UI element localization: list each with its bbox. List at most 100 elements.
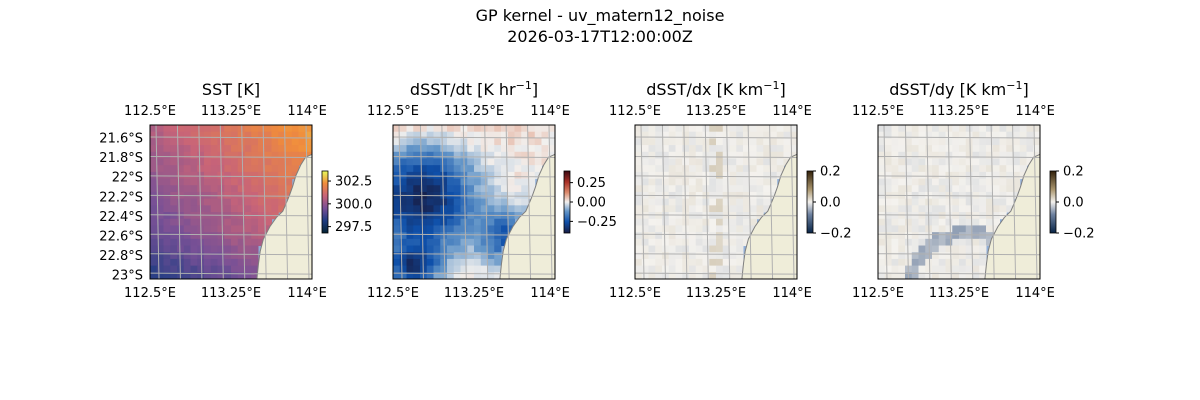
- heatmap-cell: [635, 131, 643, 139]
- heatmap-cell: [918, 238, 926, 247]
- heatmap-cell: [204, 165, 212, 173]
- heatmap-cell: [291, 158, 299, 166]
- heatmap-cell: [150, 151, 158, 159]
- heatmap-cell: [244, 158, 252, 166]
- heatmap-cell: [156, 212, 164, 220]
- heatmap-cell: [662, 158, 670, 166]
- heatmap-cell: [406, 232, 414, 240]
- heatmap-cell: [716, 272, 724, 279]
- heatmap-cell: [932, 238, 940, 247]
- heatmap-cell: [217, 232, 225, 240]
- heatmap-cell: [662, 232, 670, 240]
- heatmap-cell: [156, 245, 164, 253]
- heatmap-cell: [507, 165, 515, 173]
- heatmap-cell: [878, 258, 886, 267]
- heatmap-cell: [938, 205, 946, 213]
- heatmap-cell: [447, 131, 455, 139]
- heatmap-cell: [210, 265, 218, 273]
- heatmap-cell: [891, 225, 899, 233]
- heatmap-cell: [474, 138, 482, 146]
- heatmap-cell: [722, 171, 730, 180]
- heatmap-cell: [675, 245, 683, 253]
- heatmap-cell: [210, 178, 218, 186]
- heatmap-cell: [413, 185, 421, 193]
- heatmap-cell: [959, 151, 967, 159]
- heatmap-cell: [898, 171, 906, 180]
- heatmap-cell: [413, 212, 421, 220]
- heatmap-cell: [258, 205, 266, 213]
- heatmap-cell: [992, 185, 1000, 193]
- heatmap-cell: [891, 138, 899, 146]
- heatmap-cell: [662, 245, 670, 253]
- heatmap-cell: [918, 131, 926, 139]
- heatmap-cell: [952, 158, 960, 166]
- heatmap-cell: [467, 245, 475, 253]
- heatmap-cell: [756, 138, 764, 146]
- heatmap-cell: [426, 165, 434, 173]
- heatmap-cell: [722, 258, 730, 267]
- grid-line-parallel: [150, 272, 312, 275]
- heatmap-cell: [406, 131, 414, 139]
- grid-line-parallel: [150, 136, 312, 139]
- heatmap-cell: [190, 125, 198, 133]
- heatmap-cell: [918, 272, 926, 279]
- heatmap-cell: [514, 178, 522, 186]
- heatmap-cell: [393, 165, 401, 173]
- x-tick-label-bottom: 113.25°E: [444, 286, 504, 301]
- heatmap-cell: [278, 198, 286, 206]
- heatmap-cell: [898, 151, 906, 159]
- heatmap-cell: [406, 185, 414, 193]
- heatmap-cell: [729, 165, 737, 173]
- heatmap-cell: [426, 145, 434, 153]
- heatmap-cell: [278, 158, 286, 166]
- heatmap-cell: [474, 198, 482, 206]
- heatmap-cell: [662, 151, 670, 159]
- heatmap-cell: [722, 252, 730, 260]
- grid-line-parallel: [150, 233, 312, 236]
- heatmap-cell: [702, 238, 710, 247]
- heatmap-cell: [426, 265, 434, 273]
- map-frame: [392, 124, 556, 280]
- heatmap-cell: [237, 178, 245, 186]
- heatmap-cell: [702, 125, 710, 133]
- heatmap-cell: [682, 272, 690, 279]
- heatmap-cell: [689, 125, 697, 133]
- heatmap-cell: [514, 191, 522, 200]
- heatmap-cell: [393, 185, 401, 193]
- heatmap-cell: [190, 258, 198, 267]
- x-tick-label-top: 112.5°E: [852, 104, 904, 119]
- heatmap-cell: [959, 145, 967, 153]
- heatmap-cell: [521, 138, 529, 146]
- heatmap-cell: [952, 272, 960, 279]
- heatmap-cell: [237, 272, 245, 279]
- heatmap-cell: [413, 178, 421, 186]
- heatmap-cell: [689, 258, 697, 267]
- heatmap-cell: [150, 145, 158, 153]
- heatmap-cell: [884, 258, 892, 267]
- heatmap-cell: [648, 238, 656, 247]
- heatmap-cell: [763, 138, 771, 146]
- heatmap-cell: [972, 131, 980, 139]
- heatmap-cell: [999, 125, 1007, 133]
- heatmap-cell: [271, 125, 279, 133]
- heatmap-cell: [467, 225, 475, 233]
- heatmap-cell: [925, 171, 933, 180]
- heatmap-cell: [420, 185, 428, 193]
- heatmap-cell: [251, 145, 259, 153]
- heatmap-cells: [635, 125, 797, 279]
- heatmap-cell: [756, 191, 764, 200]
- heatmap-cell: [979, 178, 987, 186]
- heatmap-cell: [716, 198, 724, 206]
- heatmap-cell: [447, 178, 455, 186]
- heatmap-cell: [965, 131, 973, 139]
- heatmap-cell: [150, 198, 158, 206]
- heatmap-cell: [749, 171, 757, 180]
- heatmap-cell: [911, 171, 919, 180]
- heatmap-cell: [183, 131, 191, 139]
- heatmap-cell: [938, 258, 946, 267]
- heatmap-cell: [655, 171, 663, 180]
- heatmap-cell: [959, 265, 967, 273]
- heatmap-cell: [878, 151, 886, 159]
- heatmap-cell: [959, 131, 967, 139]
- heatmap-cell: [716, 171, 724, 180]
